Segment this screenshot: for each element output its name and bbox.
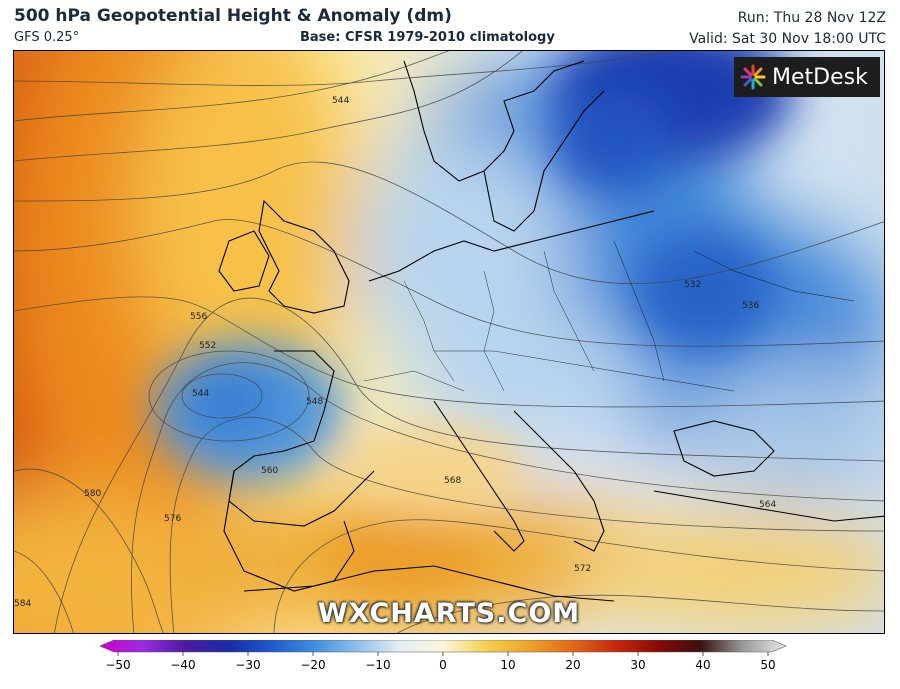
colorbar-tick-label: −10 xyxy=(365,658,390,672)
map-title: 500 hPa Geopotential Height & Anomaly (d… xyxy=(14,6,452,26)
colorbar-tick-label: 40 xyxy=(695,658,710,672)
colorbar-tick-label: −20 xyxy=(300,658,325,672)
colorbar-tick-label: 30 xyxy=(630,658,645,672)
anomaly-colorbar: −50 −40 −30 −20 −10 0 10 20 30 40 50 xyxy=(100,640,787,672)
colorbar-tick-label: 20 xyxy=(565,658,580,672)
contour-label: 536 xyxy=(742,301,759,311)
contour-label: 584 xyxy=(14,599,31,609)
metdesk-logo-text: MetDesk xyxy=(772,64,868,90)
colorbar-tick-label: 0 xyxy=(439,658,447,672)
colorbar-tick-label: −50 xyxy=(105,658,130,672)
wxcharts-watermark: WXCHARTS.COM xyxy=(317,598,581,629)
contour-label: 572 xyxy=(574,564,591,574)
contour-labels: 544 548 552 556 560 564 568 572 576 580 … xyxy=(14,96,776,609)
metdesk-logo: MetDesk xyxy=(734,57,880,97)
map-canvas: 544 548 552 556 560 564 568 572 576 580 … xyxy=(14,51,884,633)
colorbar-ticks: −50 −40 −30 −20 −10 0 10 20 30 40 50 xyxy=(105,652,776,672)
model-label: GFS 0.25° xyxy=(14,30,80,45)
country-borders xyxy=(363,240,855,392)
contour-label: 576 xyxy=(164,514,181,524)
contour-label: 556 xyxy=(190,312,207,322)
valid-time-label: Valid: Sat 30 Nov 18:00 UTC xyxy=(689,31,886,47)
forecast-map: 544 548 552 556 560 564 568 572 576 580 … xyxy=(13,50,885,634)
run-time-label: Run: Thu 28 Nov 12Z xyxy=(737,10,886,26)
metdesk-starburst-icon xyxy=(740,64,766,90)
contour-label: 544 xyxy=(332,96,349,106)
colorbar-tick-label: −40 xyxy=(170,658,195,672)
contour-label: 564 xyxy=(759,500,776,510)
contour-label: 544 xyxy=(192,389,209,399)
anomaly-field xyxy=(14,51,884,633)
climatology-base-label: Base: CFSR 1979-2010 climatology xyxy=(300,30,555,45)
contour-label: 532 xyxy=(684,280,701,290)
contour-label: 568 xyxy=(444,476,461,486)
coastlines xyxy=(218,60,884,602)
contour-label: 580 xyxy=(84,489,101,499)
colorbar-tick-label: 10 xyxy=(500,658,515,672)
height-contours xyxy=(14,51,884,633)
colorbar-gradient xyxy=(100,640,787,653)
colorbar-tick-label: −30 xyxy=(235,658,260,672)
colorbar-tick-label: 50 xyxy=(760,658,775,672)
contour-label: 560 xyxy=(261,466,278,476)
contour-label: 548 xyxy=(306,397,323,407)
contour-label: 552 xyxy=(199,341,216,351)
